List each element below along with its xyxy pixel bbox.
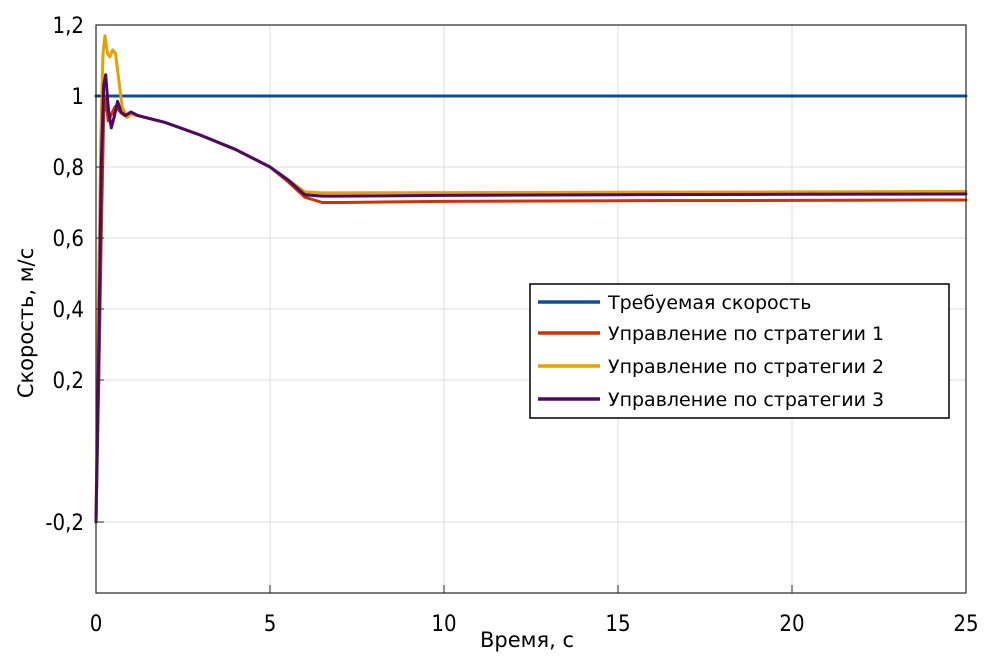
y-tick-label: 0,6: [53, 227, 84, 252]
x-tick-label: 20: [779, 612, 804, 637]
y-tick-label: 1,2: [53, 14, 84, 39]
legend-label-3: Управление по стратегии 2: [608, 356, 884, 378]
legend-label-4: Управление по стратегии 3: [608, 389, 884, 411]
x-tick-label: 0: [90, 612, 103, 637]
x-tick-label: 10: [431, 612, 456, 637]
y-tick-label: 1: [71, 85, 84, 110]
x-tick-label: 15: [605, 612, 630, 637]
series-lines: [94, 34, 968, 524]
legend-label-2: Управление по стратегии 1: [608, 323, 884, 345]
y-tick-label: 0,8: [53, 156, 84, 181]
y-tick-label: 0,4: [53, 298, 84, 323]
y-axis-label: Скорость, м/с: [14, 248, 38, 398]
y-axis-ticks: -0,2 0,2 0,4 0,6 0,8 1 1,2: [45, 14, 104, 536]
legend: Требуемая скорость Управление по стратеги…: [529, 283, 950, 419]
x-tick-label: 25: [953, 612, 978, 637]
x-tick-label: 5: [264, 612, 277, 637]
y-tick-label: 0,2: [53, 369, 84, 394]
y-tick-label: -0,2: [45, 511, 84, 536]
x-axis-label: Время, с: [480, 628, 574, 652]
series-line-4: [94, 73, 968, 524]
grid-lines: [95, 24, 967, 593]
legend-label-1: Требуемая скорость: [607, 292, 811, 314]
legend-box: [529, 283, 950, 419]
x-axis-ticks: 0 5 10 15 20 25: [90, 585, 979, 637]
